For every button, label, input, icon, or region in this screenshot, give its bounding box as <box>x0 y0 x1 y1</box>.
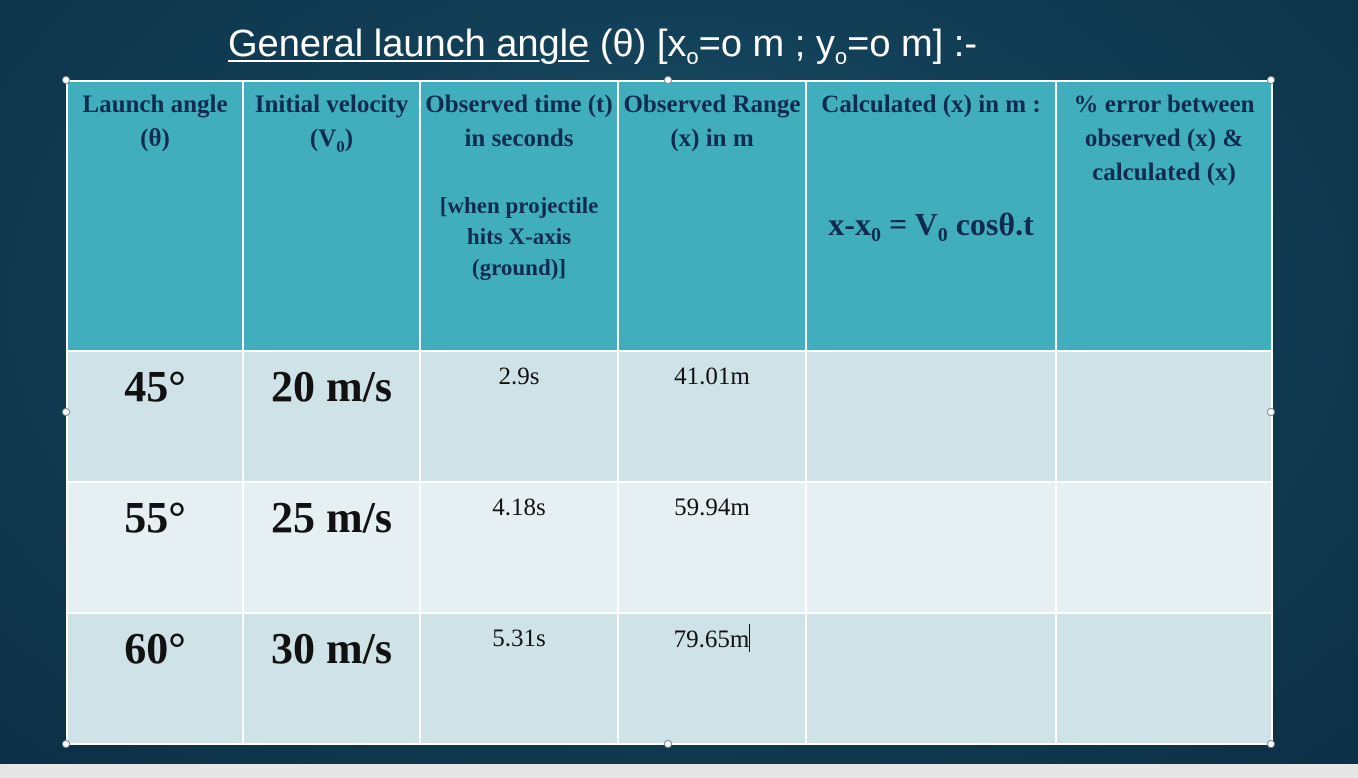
header-velocity-close: ) <box>344 125 354 152</box>
header-range-label: Observed Range (x) in m <box>623 91 801 152</box>
formula-part-b: = V <box>880 206 938 242</box>
cell-angle[interactable]: 60° <box>66 612 244 745</box>
header-calculated-range[interactable]: Calculated (x) in m : x-x0 = V0 cosθ.t <box>805 80 1057 352</box>
title-suffix: :- <box>953 23 978 65</box>
header-time-label: Observed time (t) in seconds <box>425 91 613 152</box>
cell-calculated[interactable] <box>805 481 1057 614</box>
header-velocity-sub: 0 <box>336 137 345 156</box>
cell-time[interactable]: 5.31s <box>419 612 619 745</box>
cell-time[interactable]: 2.9s <box>419 350 619 483</box>
header-percent-error[interactable]: % error between observed (x) & calculate… <box>1055 80 1273 352</box>
title-x-sub: o <box>686 44 699 69</box>
range-formula: x-x0 = V0 cosθ.t <box>807 206 1055 245</box>
header-observed-time[interactable]: Observed time (t) in seconds [when proje… <box>419 80 619 352</box>
cell-error[interactable] <box>1055 350 1273 483</box>
formula-part-c: cosθ.t <box>947 206 1034 242</box>
header-error-label: % error between observed (x) & calculate… <box>1073 91 1255 186</box>
slide-bottom-edge <box>0 764 1358 778</box>
cell-error[interactable] <box>1055 481 1273 614</box>
title-main: General launch angle <box>228 23 590 65</box>
header-time-note: [when projectile hits X-axis (ground)] <box>439 193 599 280</box>
cell-range[interactable]: 59.94m <box>617 481 807 614</box>
formula-sub-b: 0 <box>937 224 948 246</box>
cell-velocity[interactable]: 25 m/s <box>242 481 421 614</box>
cell-range[interactable]: 41.01m <box>617 350 807 483</box>
resize-handle-bottom-right[interactable] <box>1267 740 1275 748</box>
slide-title[interactable]: General launch angle (θ) [xo=o m ; yo=o … <box>228 18 977 70</box>
resize-handle-bottom-left[interactable] <box>62 740 70 748</box>
header-observed-range[interactable]: Observed Range (x) in m <box>617 80 807 352</box>
resize-handle-top[interactable] <box>664 76 672 84</box>
cell-calculated[interactable] <box>805 350 1057 483</box>
resize-handle-left[interactable] <box>62 408 70 416</box>
title-y-value: =o m] <box>847 23 944 65</box>
cell-range-active[interactable]: 79.65m <box>617 612 807 745</box>
cell-velocity[interactable]: 30 m/s <box>242 612 421 745</box>
title-x-part: [x <box>656 23 687 65</box>
table-row: 60° 30 m/s 5.31s 79.65m <box>66 612 1273 745</box>
cell-angle[interactable]: 55° <box>66 481 244 614</box>
title-theta: (θ) <box>599 23 647 65</box>
resize-handle-right[interactable] <box>1267 408 1275 416</box>
header-calc-label: Calculated (x) in m : <box>821 91 1041 118</box>
cell-calculated[interactable] <box>805 612 1057 745</box>
table-row: 45° 20 m/s 2.9s 41.01m <box>66 350 1273 483</box>
formula-part-a: x-x <box>828 206 871 242</box>
title-y-sub: o <box>834 44 848 69</box>
text-cursor <box>749 624 751 652</box>
cell-error[interactable] <box>1055 612 1273 745</box>
header-launch-angle-label: Launch angle (θ) <box>82 91 228 152</box>
cell-time[interactable]: 4.18s <box>419 481 619 614</box>
data-table[interactable]: Launch angle (θ) Initial velocity (V0) O… <box>66 80 1273 745</box>
resize-handle-bottom[interactable] <box>664 740 672 748</box>
cell-range-text: 79.65m <box>673 626 750 653</box>
resize-handle-top-right[interactable] <box>1267 76 1275 84</box>
header-launch-angle[interactable]: Launch angle (θ) <box>66 80 244 352</box>
title-x-value: =o m ; y <box>698 23 835 65</box>
formula-sub-a: 0 <box>870 224 881 246</box>
cell-velocity[interactable]: 20 m/s <box>242 350 421 483</box>
header-initial-velocity[interactable]: Initial velocity (V0) <box>242 80 421 352</box>
header-velocity-label: Initial velocity (V <box>254 91 409 152</box>
resize-handle-top-left[interactable] <box>62 76 70 84</box>
table-row: 55° 25 m/s 4.18s 59.94m <box>66 481 1273 614</box>
table-header-row: Launch angle (θ) Initial velocity (V0) O… <box>66 80 1273 352</box>
cell-angle[interactable]: 45° <box>66 350 244 483</box>
